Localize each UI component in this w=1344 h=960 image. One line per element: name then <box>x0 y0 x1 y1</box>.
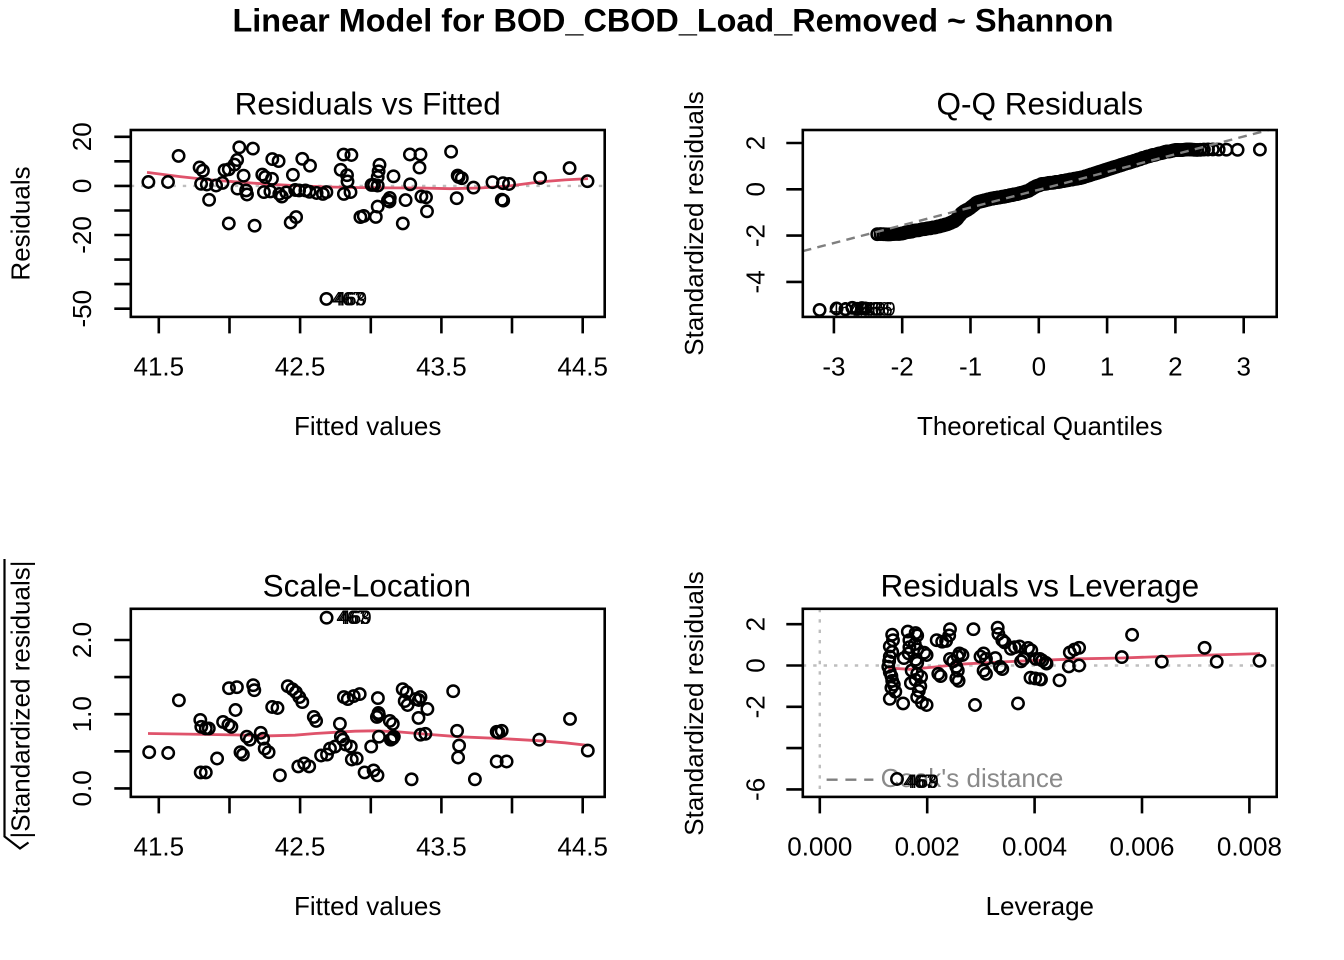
svg-text:-6: -6 <box>741 778 771 801</box>
svg-text:469: 469 <box>864 300 896 321</box>
svg-text:43.5: 43.5 <box>416 351 467 381</box>
svg-text:0: 0 <box>741 658 771 672</box>
svg-text:2: 2 <box>1168 351 1182 381</box>
svg-text:|Standardized residuals|: |Standardized residuals| <box>6 560 36 838</box>
svg-text:0: 0 <box>1032 351 1046 381</box>
svg-text:Residuals vs Leverage: Residuals vs Leverage <box>880 567 1199 603</box>
svg-text:0: 0 <box>741 182 771 196</box>
svg-text:-1: -1 <box>959 351 982 381</box>
svg-text:42.5: 42.5 <box>275 832 326 862</box>
svg-text:44.5: 44.5 <box>557 832 608 862</box>
svg-text:0.006: 0.006 <box>1109 832 1174 862</box>
svg-text:466: 466 <box>861 300 893 321</box>
svg-text:0.002: 0.002 <box>895 832 960 862</box>
svg-text:Theoretical Quantiles: Theoretical Quantiles <box>917 411 1163 441</box>
svg-text:0.008: 0.008 <box>1217 832 1282 862</box>
svg-text:-2: -2 <box>891 351 914 381</box>
svg-text:41.5: 41.5 <box>133 832 184 862</box>
svg-text:41.5: 41.5 <box>133 351 184 381</box>
svg-text:42.5: 42.5 <box>275 351 326 381</box>
svg-text:2: 2 <box>741 136 771 150</box>
svg-text:469: 469 <box>340 608 372 629</box>
svg-text:463: 463 <box>905 772 937 793</box>
svg-text:0: 0 <box>67 179 97 193</box>
svg-text:Cook's distance: Cook's distance <box>881 763 1064 793</box>
svg-text:Fitted values: Fitted values <box>294 891 441 921</box>
svg-text:463: 463 <box>334 289 366 310</box>
svg-text:463: 463 <box>850 300 882 321</box>
svg-text:463: 463 <box>338 608 370 629</box>
svg-text:467: 467 <box>332 289 364 310</box>
svg-text:Leverage: Leverage <box>986 891 1094 921</box>
svg-text:-3: -3 <box>822 351 845 381</box>
svg-text:-2: -2 <box>741 695 771 718</box>
svg-text:469: 469 <box>854 300 886 321</box>
svg-text:Residuals vs Fitted: Residuals vs Fitted <box>235 86 501 122</box>
svg-text:-4: -4 <box>741 270 771 293</box>
svg-text:Residuals: Residuals <box>6 166 36 280</box>
svg-text:-50: -50 <box>67 290 97 328</box>
svg-text:Standardized residuals: Standardized residuals <box>679 91 709 356</box>
svg-text:43.5: 43.5 <box>416 832 467 862</box>
svg-text:1: 1 <box>1100 351 1114 381</box>
svg-text:469: 469 <box>907 772 939 793</box>
svg-text:469: 469 <box>335 289 367 310</box>
svg-text:467: 467 <box>904 772 936 793</box>
svg-text:2.0: 2.0 <box>67 622 97 658</box>
svg-text:468: 468 <box>858 300 890 321</box>
svg-text:0.000: 0.000 <box>787 832 852 862</box>
svg-text:-2: -2 <box>741 224 771 247</box>
svg-text:-20: -20 <box>67 216 97 254</box>
svg-text:1.0: 1.0 <box>67 696 97 732</box>
svg-text:467: 467 <box>829 300 861 321</box>
svg-text:0.004: 0.004 <box>1002 832 1067 862</box>
svg-text:Fitted values: Fitted values <box>294 411 441 441</box>
svg-text:0.0: 0.0 <box>67 770 97 806</box>
svg-text:Scale-Location: Scale-Location <box>263 567 471 603</box>
svg-text:Standardized residuals: Standardized residuals <box>679 571 709 836</box>
svg-text:3: 3 <box>1236 351 1250 381</box>
svg-text:20: 20 <box>67 122 97 151</box>
svg-text:467: 467 <box>336 608 368 629</box>
svg-text:Linear Model for BOD_CBOD_Load: Linear Model for BOD_CBOD_Load_Removed ~… <box>233 3 1114 39</box>
svg-text:44.5: 44.5 <box>557 351 608 381</box>
svg-text:Q-Q Residuals: Q-Q Residuals <box>937 86 1144 122</box>
svg-text:2: 2 <box>741 617 771 631</box>
